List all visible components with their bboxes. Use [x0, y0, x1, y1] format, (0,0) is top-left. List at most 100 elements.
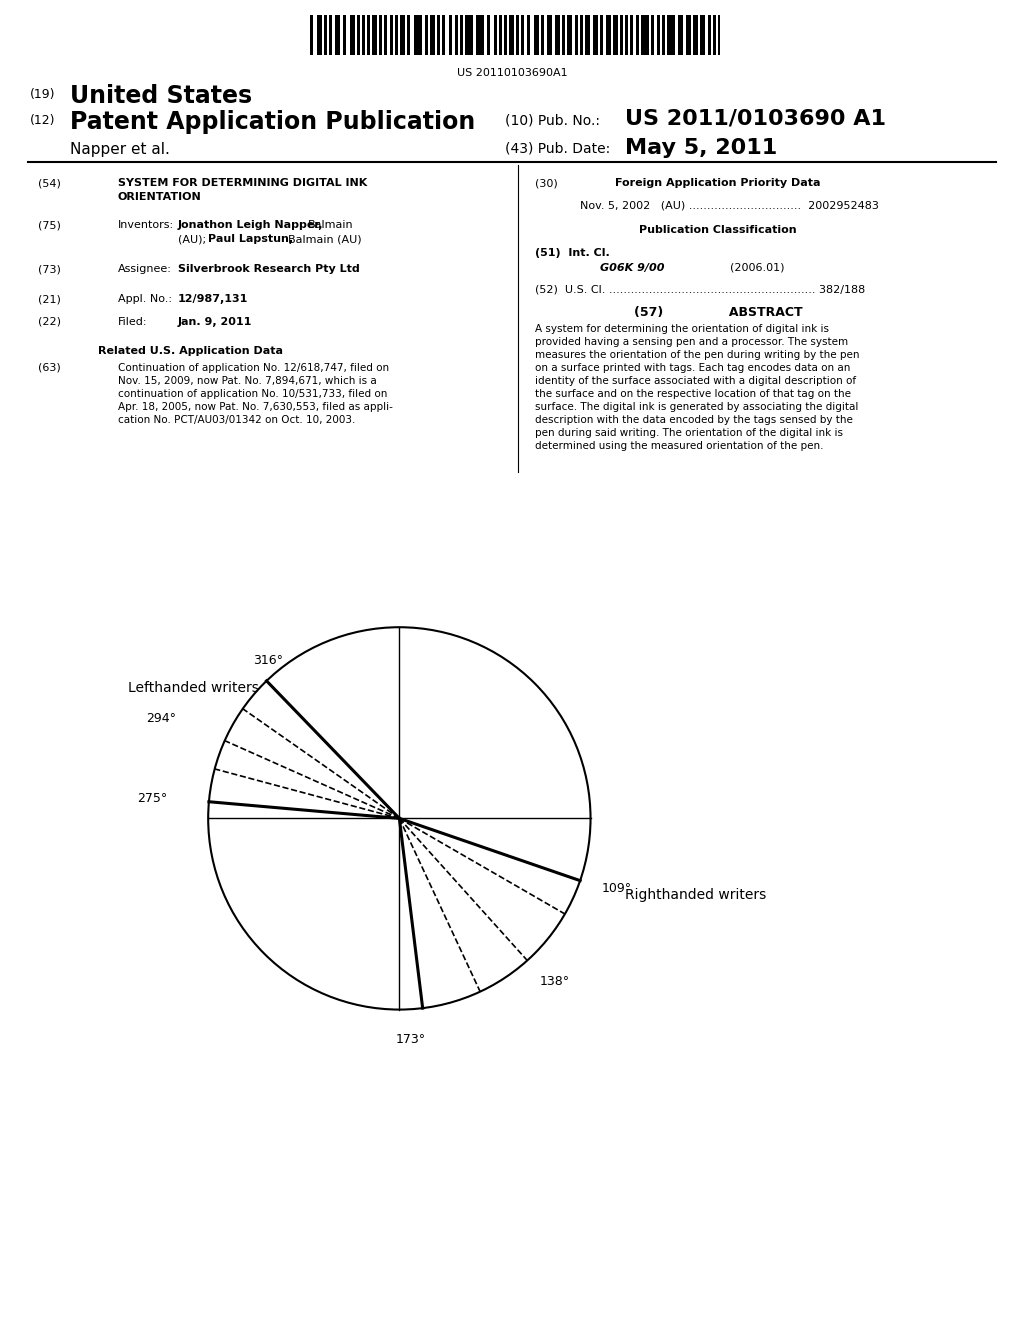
Text: Napper et al.: Napper et al. — [70, 143, 170, 157]
Text: May 5, 2011: May 5, 2011 — [625, 139, 777, 158]
Text: (57)               ABSTRACT: (57) ABSTRACT — [634, 306, 803, 319]
Bar — [527, 15, 530, 55]
Text: (54): (54) — [38, 178, 60, 187]
Text: surface. The digital ink is generated by associating the digital: surface. The digital ink is generated by… — [535, 403, 858, 412]
Text: 109°: 109° — [602, 882, 632, 895]
Bar — [425, 15, 428, 55]
Text: Nov. 5, 2002   (AU) ...............................  2002952483: Nov. 5, 2002 (AU) ......................… — [580, 201, 879, 210]
Bar — [504, 15, 507, 55]
Bar — [606, 15, 611, 55]
Text: Nov. 15, 2009, now Pat. No. 7,894,671, which is a: Nov. 15, 2009, now Pat. No. 7,894,671, w… — [118, 376, 377, 385]
Bar — [357, 15, 360, 55]
Text: (AU);: (AU); — [178, 234, 206, 244]
Bar — [636, 15, 639, 55]
Text: Foreign Application Priority Data: Foreign Application Priority Data — [615, 178, 821, 187]
Text: on a surface printed with tags. Each tag encodes data on an: on a surface printed with tags. Each tag… — [535, 363, 850, 374]
Bar — [367, 15, 370, 55]
Text: description with the data encoded by the tags sensed by the: description with the data encoded by the… — [535, 414, 853, 425]
Text: (63): (63) — [38, 363, 60, 374]
Bar — [395, 15, 398, 55]
Text: G06K 9/00: G06K 9/00 — [600, 263, 665, 273]
Bar — [476, 15, 484, 55]
Text: Related U.S. Application Data: Related U.S. Application Data — [97, 346, 283, 356]
Text: ORIENTATION: ORIENTATION — [118, 191, 202, 202]
Bar — [335, 15, 340, 55]
Text: (73): (73) — [38, 264, 60, 275]
Bar — [390, 15, 393, 55]
Bar — [613, 15, 618, 55]
Text: United States: United States — [70, 84, 252, 108]
Text: identity of the surface associated with a digital description of: identity of the surface associated with … — [535, 376, 856, 385]
Text: (75): (75) — [38, 220, 60, 230]
Text: (43) Pub. Date:: (43) Pub. Date: — [505, 143, 610, 156]
Text: Assignee:: Assignee: — [118, 264, 172, 275]
Text: 316°: 316° — [253, 655, 284, 667]
Text: the surface and on the respective location of that tag on the: the surface and on the respective locati… — [535, 389, 851, 399]
Bar — [651, 15, 654, 55]
Bar — [384, 15, 387, 55]
Bar — [329, 15, 332, 55]
Bar — [567, 15, 572, 55]
Text: Jonathon Leigh Napper,: Jonathon Leigh Napper, — [178, 220, 324, 230]
Bar — [580, 15, 583, 55]
Bar — [343, 15, 346, 55]
Text: 294°: 294° — [145, 713, 176, 726]
Text: Balmain (AU): Balmain (AU) — [288, 234, 361, 244]
Bar — [555, 15, 560, 55]
Text: US 2011/0103690 A1: US 2011/0103690 A1 — [625, 108, 886, 128]
Bar — [718, 15, 720, 55]
Text: pen during said writing. The orientation of the digital ink is: pen during said writing. The orientation… — [535, 428, 843, 438]
Text: 275°: 275° — [137, 792, 167, 805]
Bar — [630, 15, 633, 55]
Bar — [414, 15, 422, 55]
Text: Silverbrook Research Pty Ltd: Silverbrook Research Pty Ltd — [178, 264, 359, 275]
Text: Appl. No.:: Appl. No.: — [118, 294, 172, 304]
Text: Jan. 9, 2011: Jan. 9, 2011 — [178, 317, 252, 327]
Text: Patent Application Publication: Patent Application Publication — [70, 110, 475, 135]
Bar — [562, 15, 565, 55]
Bar — [449, 15, 452, 55]
Text: Inventors:: Inventors: — [118, 220, 174, 230]
Text: determined using the measured orientation of the pen.: determined using the measured orientatio… — [535, 441, 823, 451]
Bar — [310, 15, 313, 55]
Bar — [575, 15, 578, 55]
Text: Publication Classification: Publication Classification — [639, 224, 797, 235]
Bar — [372, 15, 377, 55]
Bar — [487, 15, 490, 55]
Text: Apr. 18, 2005, now Pat. No. 7,630,553, filed as appli-: Apr. 18, 2005, now Pat. No. 7,630,553, f… — [118, 403, 393, 412]
Text: 173°: 173° — [395, 1032, 426, 1045]
Bar — [455, 15, 458, 55]
Bar — [667, 15, 675, 55]
Text: 12/987,131: 12/987,131 — [178, 294, 249, 304]
Bar — [641, 15, 649, 55]
Bar — [400, 15, 406, 55]
Text: 138°: 138° — [540, 974, 570, 987]
Bar — [516, 15, 519, 55]
Bar — [662, 15, 665, 55]
Text: Continuation of application No. 12/618,747, filed on: Continuation of application No. 12/618,7… — [118, 363, 389, 374]
Bar — [442, 15, 445, 55]
Text: (19): (19) — [30, 88, 55, 102]
Bar — [460, 15, 463, 55]
Text: (51)  Int. Cl.: (51) Int. Cl. — [535, 248, 609, 257]
Bar — [465, 15, 473, 55]
Text: (52)  U.S. Cl. ......................................................... 382/188: (52) U.S. Cl. ..........................… — [535, 284, 865, 294]
Bar — [678, 15, 683, 55]
Bar — [593, 15, 598, 55]
Bar — [700, 15, 705, 55]
Text: Lefthanded writers: Lefthanded writers — [128, 681, 259, 696]
Text: Paul Lapstun,: Paul Lapstun, — [208, 234, 293, 244]
Text: (12): (12) — [30, 114, 55, 127]
Bar — [317, 15, 322, 55]
Bar — [620, 15, 623, 55]
Bar — [379, 15, 382, 55]
Text: A system for determining the orientation of digital ink is: A system for determining the orientation… — [535, 323, 829, 334]
Text: Righthanded writers: Righthanded writers — [625, 888, 766, 902]
Text: SYSTEM FOR DETERMINING DIGITAL INK: SYSTEM FOR DETERMINING DIGITAL INK — [118, 178, 368, 187]
Bar — [547, 15, 552, 55]
Bar — [693, 15, 698, 55]
Text: Balmain: Balmain — [308, 220, 353, 230]
Text: (21): (21) — [38, 294, 60, 304]
Bar — [350, 15, 355, 55]
Bar — [713, 15, 716, 55]
